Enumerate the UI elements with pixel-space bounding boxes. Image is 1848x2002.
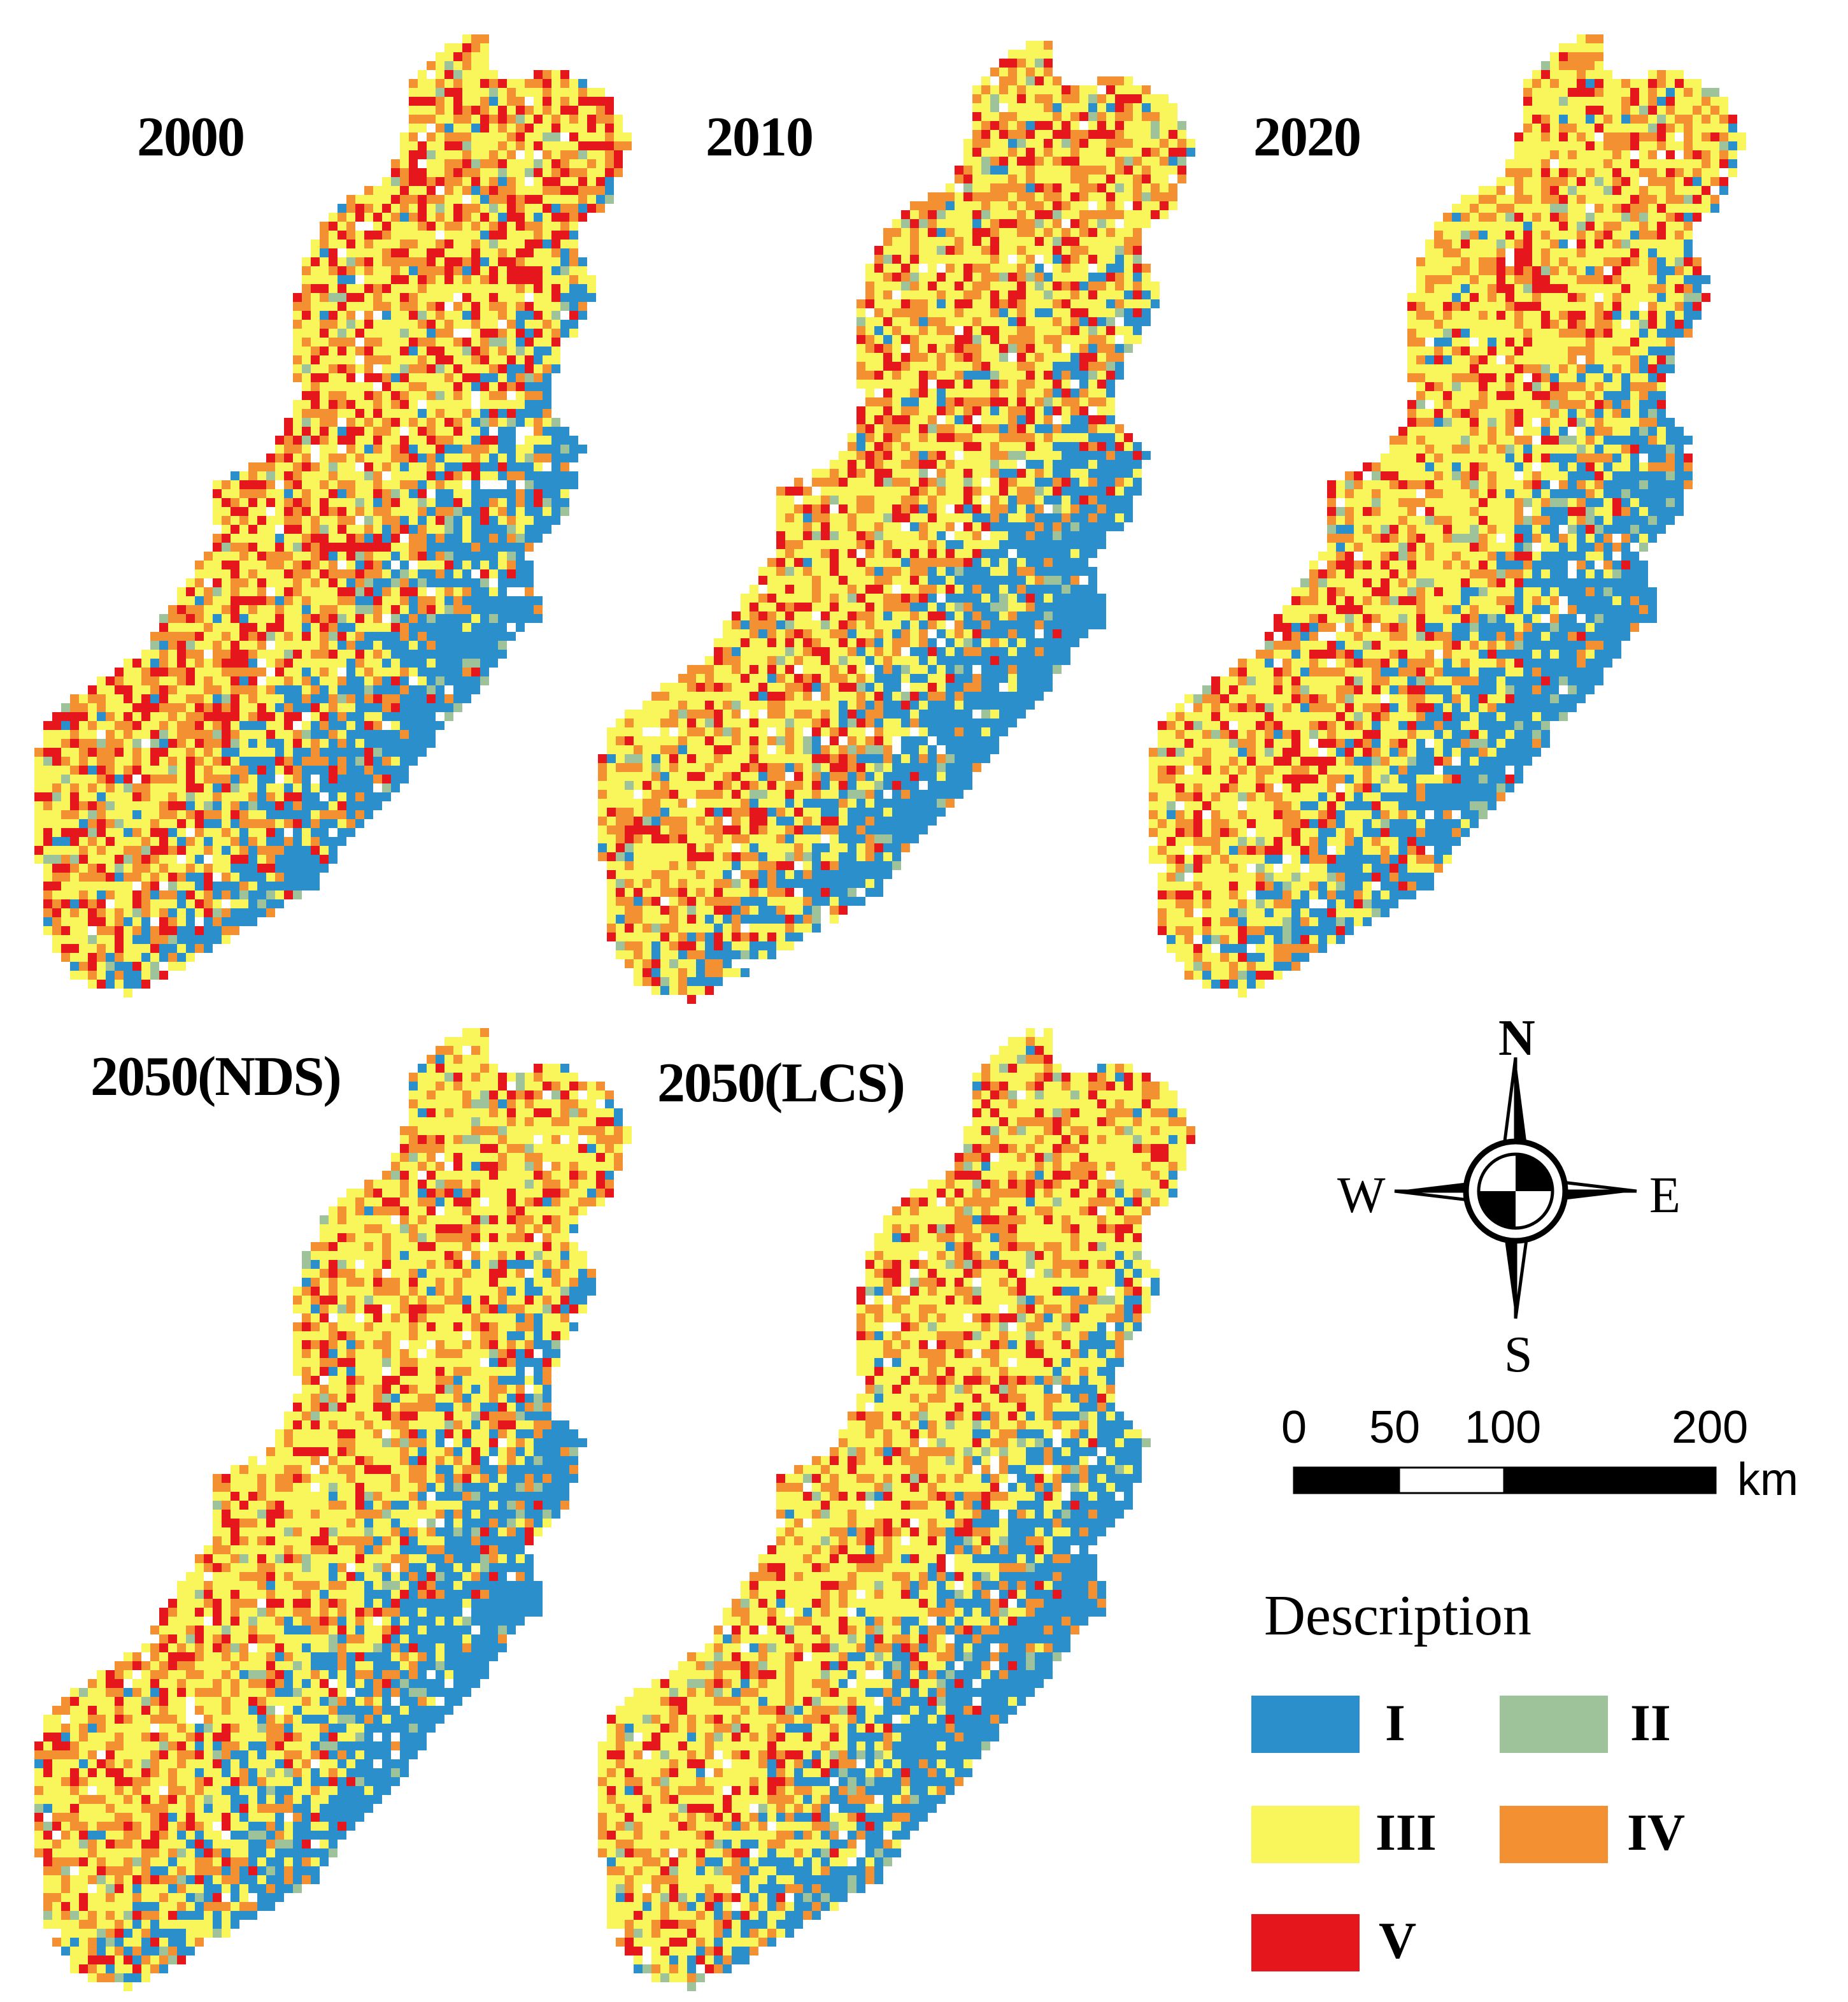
legend-label-iv: IV xyxy=(1627,1803,1686,1861)
scale-tick-50: 50 xyxy=(1369,1402,1421,1453)
scale-unit: km xyxy=(1737,1454,1798,1505)
region-map-2010 xyxy=(598,41,1195,1004)
region-map-2000 xyxy=(34,34,632,997)
scale-bar xyxy=(1293,1466,1717,1494)
region-map-2050(LCS) xyxy=(598,1028,1195,1991)
scale-tick-100: 100 xyxy=(1465,1402,1542,1453)
legend-swatch-v xyxy=(1251,1914,1360,1971)
legend-label-iii: III xyxy=(1375,1803,1437,1861)
legend-title: Description xyxy=(1264,1584,1532,1647)
compass-west-label: W xyxy=(1337,1168,1386,1224)
panel-label-2000: 2000 xyxy=(137,106,245,168)
legend-label-v: V xyxy=(1379,1912,1417,1970)
panel-label-2020: 2020 xyxy=(1253,106,1361,168)
legend-label-i: I xyxy=(1385,1694,1405,1752)
legend-swatch-iv xyxy=(1500,1806,1608,1863)
panel-label-2050-lcs: 2050(LCS) xyxy=(657,1052,906,1114)
legend-swatch-iii xyxy=(1251,1806,1360,1863)
legend-swatch-i xyxy=(1251,1696,1360,1753)
compass-east-label: E xyxy=(1649,1168,1681,1224)
compass-rose-icon xyxy=(1394,1057,1637,1319)
region-map-2020 xyxy=(1149,34,1746,997)
compass-south-label: S xyxy=(1504,1327,1533,1383)
scale-tick-200: 200 xyxy=(1672,1402,1749,1453)
panel-label-2010: 2010 xyxy=(706,106,814,168)
legend-label-ii: II xyxy=(1630,1694,1671,1752)
legend-swatch-ii xyxy=(1500,1696,1608,1753)
region-map-2050(NDS) xyxy=(34,1028,632,1991)
panel-label-2050-nds: 2050(NDS) xyxy=(90,1046,342,1108)
compass-north-label: N xyxy=(1498,1010,1535,1066)
scale-tick-0: 0 xyxy=(1281,1402,1307,1453)
